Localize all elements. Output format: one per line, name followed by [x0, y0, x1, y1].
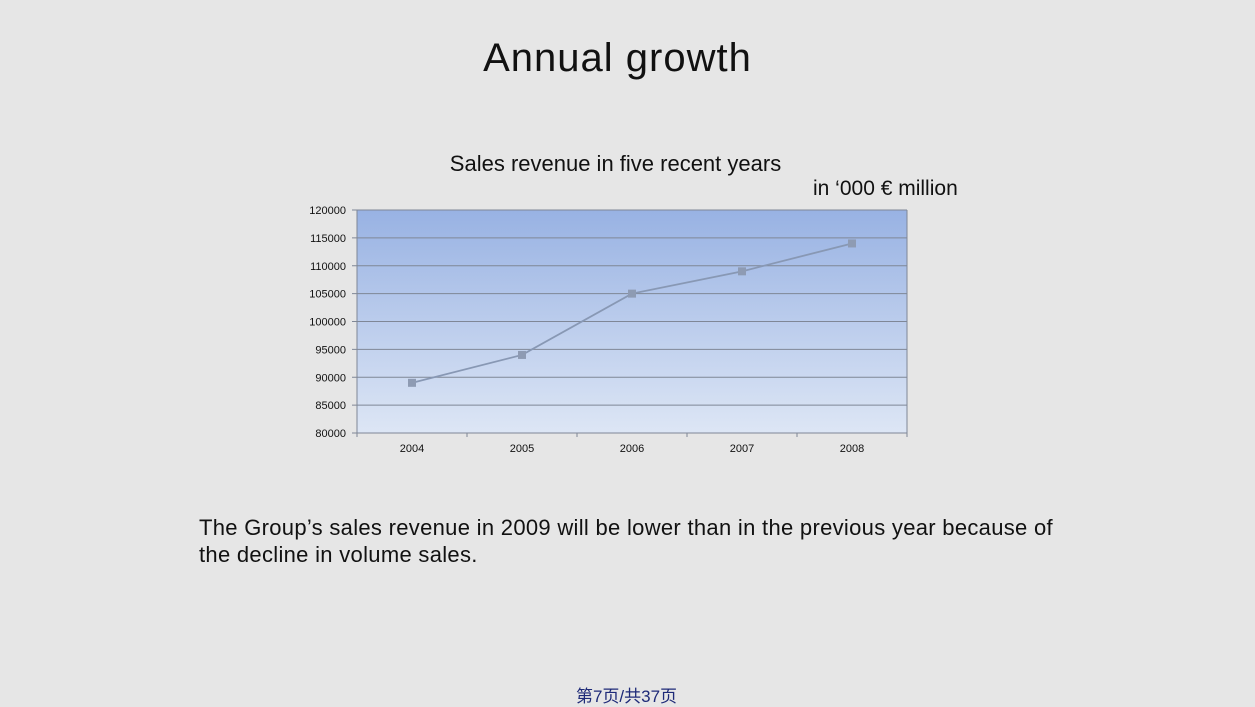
page-footer: 第7页/共37页	[575, 687, 678, 706]
slide-title: Annual growth	[483, 36, 752, 80]
data-point-marker	[848, 239, 856, 248]
y-tick-label: 100000	[309, 317, 346, 329]
y-tick-label: 95000	[315, 344, 346, 356]
y-tick-label: 115000	[310, 233, 346, 245]
chart-unit-label: in ‘000 € million	[813, 177, 958, 200]
x-tick-label: 2006	[620, 443, 644, 455]
y-tick-label: 105000	[309, 289, 346, 301]
x-tick-label: 2008	[840, 443, 864, 455]
y-tick-label: 120000	[309, 205, 346, 217]
data-point-marker	[738, 267, 746, 276]
data-point-marker	[518, 350, 526, 359]
body-text: The Group’s sales revenue in 2009 will b…	[199, 515, 1053, 567]
y-tick-label: 85000	[315, 400, 346, 412]
data-point-marker	[408, 378, 416, 387]
sales-revenue-line-chart: 80000 85000 90000 95000 100000 105000 110000 11…	[309, 205, 908, 455]
y-tick-label: 80000	[315, 428, 346, 440]
data-point-marker	[628, 289, 636, 298]
x-tick-label: 2007	[730, 443, 754, 455]
x-tick-label: 2004	[400, 443, 424, 455]
chart-title: Sales revenue in five recent years	[449, 151, 782, 176]
x-tick-label: 2005	[510, 443, 534, 455]
y-tick-label: 110000	[310, 261, 346, 273]
y-tick-label: 90000	[315, 372, 346, 384]
